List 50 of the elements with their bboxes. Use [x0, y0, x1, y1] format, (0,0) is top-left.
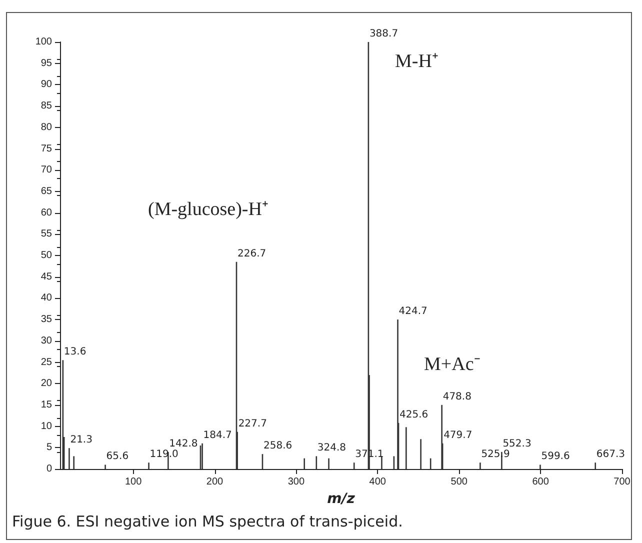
y-tick-label: 20 [40, 378, 52, 390]
annotation: M-H⁺ [395, 51, 438, 72]
annotation: M+Ac⁻ [424, 354, 480, 375]
annotation: 258.6 [263, 440, 292, 452]
y-tick-label: 25 [40, 356, 52, 368]
text: Figue 6. ESI negative ion MS spectra of trans-piceid. [12, 512, 403, 530]
y-tick-label: 0 [46, 464, 52, 474]
annotation: 13.6 [64, 346, 86, 358]
y-tick-label: 40 [40, 292, 52, 304]
y-tick-label: 95 [40, 58, 52, 69]
y-tick-label: 75 [40, 143, 52, 154]
y-tick-label: 80 [40, 122, 52, 133]
annotation: (M-glucose)-H⁺ [148, 199, 268, 220]
x-tick-label: 400 [369, 476, 386, 488]
annotation: 142.8 [169, 438, 198, 450]
y-tick-label: 100 [35, 36, 52, 48]
x-axis-title: m/z [327, 490, 356, 507]
annotation: 21.3 [70, 434, 92, 446]
annotation: 324.8 [317, 442, 346, 454]
y-tick-label: 85 [40, 100, 52, 112]
annotation: 552.3 [502, 438, 532, 450]
x-tick-label: 100 [124, 476, 142, 488]
y-tick-label: 45 [40, 271, 52, 282]
y-tick-label: 65 [40, 186, 52, 197]
x-tick-label: 500 [450, 476, 468, 488]
y-tick-label: 5 [46, 442, 52, 454]
annotation: 479.7 [444, 430, 472, 441]
y-tick-label: 70 [40, 164, 52, 176]
y-tick-label: 15 [40, 399, 52, 410]
annotation: 226.7 [238, 248, 266, 260]
annotation: 478.8 [442, 391, 472, 402]
annotation: 227.7 [238, 418, 267, 430]
annotation: 667.3 [596, 449, 626, 460]
x-tick-label: 300 [288, 476, 305, 488]
y-tick-label: 55 [40, 228, 52, 240]
y-tick-label: 50 [40, 250, 52, 261]
x-tick-label: 200 [206, 476, 224, 488]
y-tick-label: 60 [40, 207, 52, 218]
y-tick-label: 10 [40, 420, 52, 432]
annotation: 65.6 [106, 451, 129, 462]
y-tick-label: 30 [40, 335, 52, 346]
x-tick-label: 600 [532, 476, 550, 488]
x-tick-label: 700 [614, 476, 631, 488]
annotation: 425.6 [400, 409, 428, 420]
y-tick-label: 90 [40, 79, 52, 90]
annotation: 388.7 [369, 28, 398, 40]
annotation: 599.6 [541, 451, 570, 462]
y-tick-label: 35 [40, 314, 52, 326]
annotation: 424.7 [398, 306, 428, 318]
annotation: 184.7 [203, 430, 232, 441]
